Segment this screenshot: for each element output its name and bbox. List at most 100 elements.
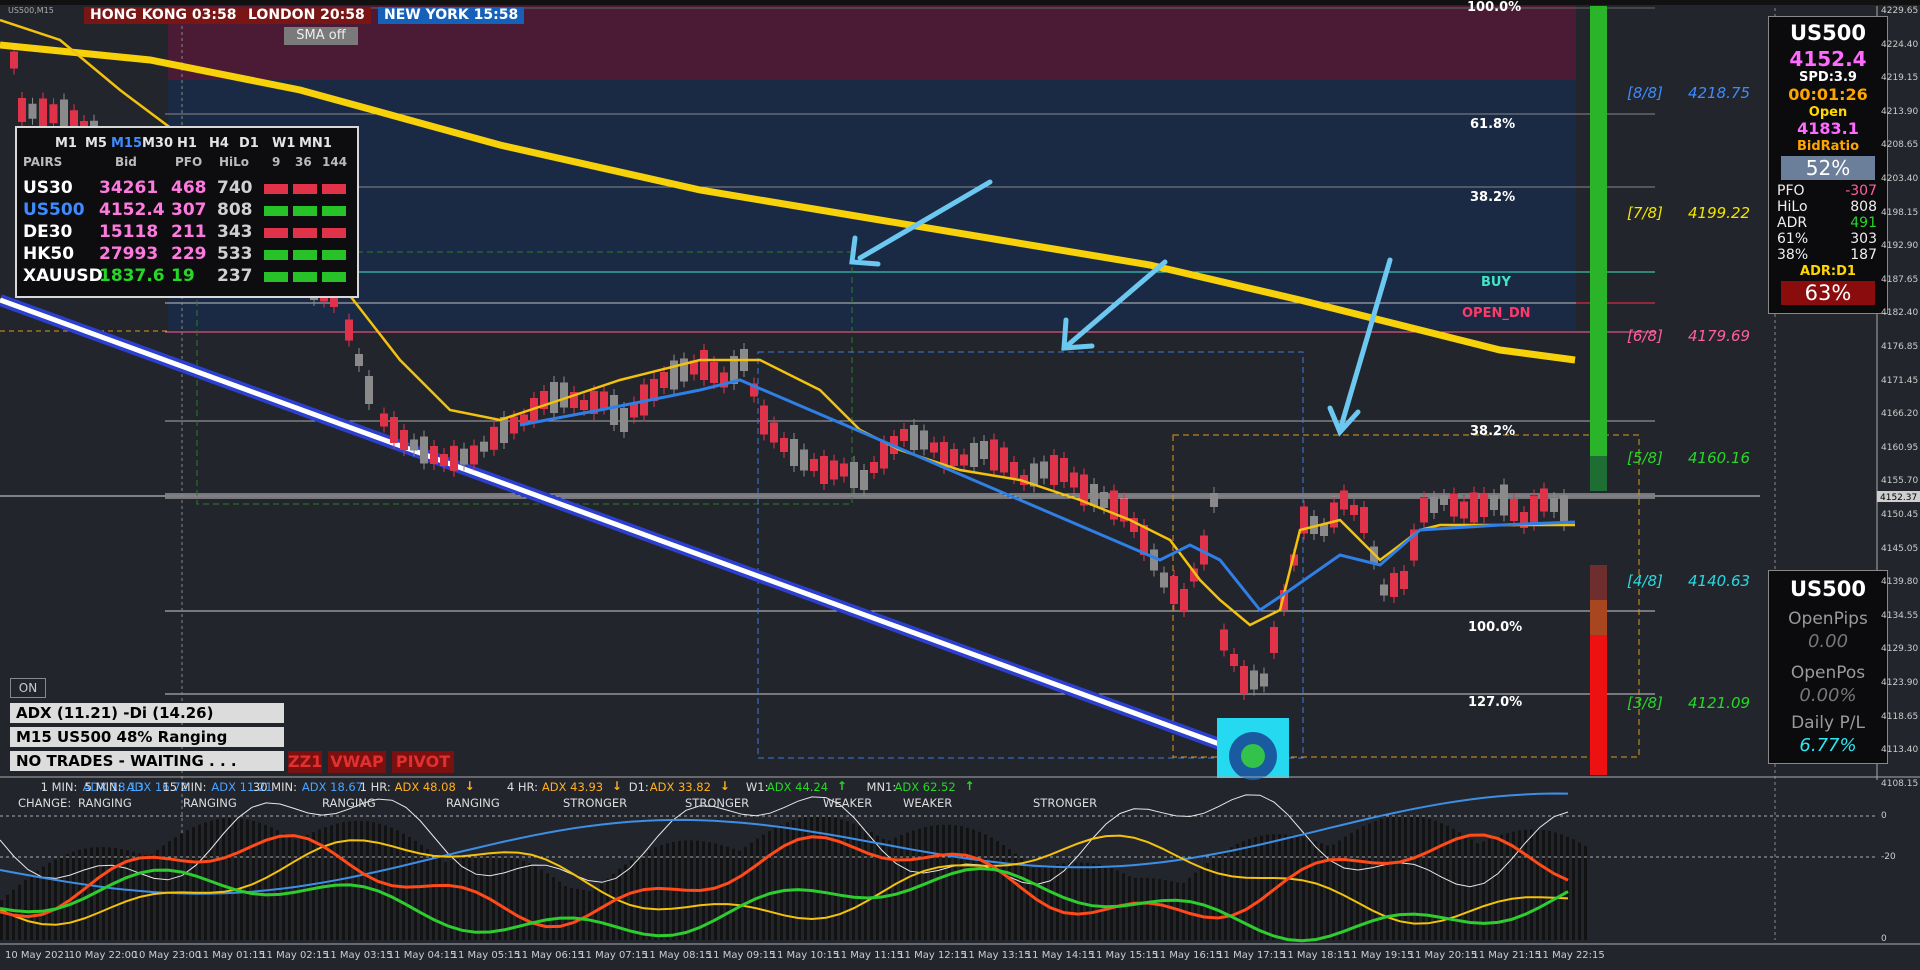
candle-body bbox=[970, 443, 978, 467]
open-pips-value: 0.00 bbox=[1807, 631, 1849, 652]
fib-label-382-bottom: 38.2% bbox=[1470, 424, 1516, 439]
adx-hist-bar bbox=[438, 858, 441, 940]
adx-hist-bar bbox=[216, 819, 219, 940]
adx-hist-bar bbox=[870, 832, 873, 940]
vwap-button[interactable]: VWAP bbox=[328, 751, 386, 773]
adx-hist-bar bbox=[1548, 830, 1551, 940]
candle-body bbox=[990, 439, 998, 471]
adx-hist-bar bbox=[1410, 815, 1413, 940]
pairs-panel: M1 M5 M15 M30 H1 H4 D1 W1 MN1 PAIRS Bid … bbox=[15, 126, 359, 298]
adx-hist-bar bbox=[480, 854, 483, 940]
trend-bar-red bbox=[264, 228, 288, 238]
adx-state: RANGING bbox=[446, 796, 500, 810]
pair-bid: 4152.4 bbox=[99, 200, 165, 220]
info-spread: SPD:3.9 bbox=[1799, 70, 1857, 85]
adx-green-line bbox=[0, 866, 1569, 943]
time-tick: 11 May 01:15 bbox=[196, 950, 265, 961]
price-tick: 4155.70 bbox=[1881, 476, 1919, 487]
hdr-9: 9 bbox=[272, 155, 281, 169]
adx-hist-bar bbox=[978, 831, 981, 940]
fib-label-618-top: 61.8% bbox=[1470, 117, 1516, 132]
tf-m1[interactable]: M1 bbox=[55, 136, 77, 151]
zz1-button[interactable]: ZZ1 bbox=[288, 751, 323, 773]
pair-row-de30[interactable]: DE30 15118 211 343 bbox=[17, 222, 357, 244]
arrow-3-head bbox=[1327, 405, 1361, 437]
pair-row-hk50[interactable]: HK50 27993 229 533 bbox=[17, 244, 357, 266]
pair-row-us30[interactable]: US30 34261 468 740 bbox=[17, 178, 357, 200]
tf-d1[interactable]: D1 bbox=[239, 136, 259, 151]
adx-state: RANGING bbox=[322, 796, 376, 810]
candle-body bbox=[1250, 670, 1258, 690]
tf-mn1[interactable]: MN1 bbox=[299, 136, 332, 151]
adx-hist-bar bbox=[954, 825, 957, 940]
candle-body bbox=[810, 459, 818, 471]
tf-m5[interactable]: M5 bbox=[85, 136, 107, 151]
candle-body bbox=[620, 408, 628, 432]
adx-hist-bar bbox=[294, 839, 297, 940]
adx-hist-bar bbox=[276, 830, 279, 940]
adx-hist-bar bbox=[900, 835, 903, 940]
tf-m30[interactable]: M30 bbox=[142, 136, 174, 151]
candle-body bbox=[10, 51, 18, 69]
candle-body bbox=[630, 402, 638, 418]
pair-row-xauusd[interactable]: XAUUSD 1837.6 19 237 bbox=[17, 266, 357, 288]
adx-hist-bar bbox=[1224, 850, 1227, 940]
info-stat-row: ADR 491 bbox=[1777, 215, 1877, 231]
candle-body bbox=[920, 430, 928, 450]
adx-hist-bar bbox=[942, 824, 945, 940]
adx-hist-bar bbox=[1302, 837, 1305, 940]
adx-hist-bar bbox=[1530, 829, 1533, 940]
adx-hist-bar bbox=[780, 824, 783, 940]
tf-h1[interactable]: H1 bbox=[177, 136, 197, 151]
time-tick: 11 May 17:15 bbox=[1217, 950, 1286, 961]
info-stat-value: -307 bbox=[1845, 183, 1877, 199]
tf-m15[interactable]: M15 bbox=[111, 136, 143, 151]
on-toggle-button[interactable]: ON bbox=[10, 678, 46, 698]
info-adr-label: ADR:D1 bbox=[1800, 264, 1856, 279]
pair-hilo: 237 bbox=[217, 266, 253, 286]
fib-label-127: 127.0% bbox=[1468, 695, 1523, 710]
tf-w1[interactable]: W1 bbox=[272, 136, 296, 151]
change-label: CHANGE: bbox=[18, 796, 72, 810]
tf-h4[interactable]: H4 bbox=[209, 136, 229, 151]
adx-hist-bar bbox=[1032, 867, 1035, 940]
price-tick: 4208.65 bbox=[1881, 140, 1919, 151]
adx-hist-bar bbox=[300, 837, 303, 940]
adx-hist-bar bbox=[1386, 817, 1389, 940]
sma-toggle-button[interactable]: SMA off bbox=[284, 27, 358, 45]
trend-bar-green bbox=[293, 250, 317, 260]
adx-hist-bar bbox=[198, 824, 201, 940]
adx-state: WEAKER bbox=[903, 796, 953, 810]
candle-body bbox=[1000, 447, 1008, 473]
price-tick: 4187.65 bbox=[1881, 274, 1919, 285]
strength-bar-orange bbox=[1590, 600, 1607, 635]
candle-body bbox=[1420, 497, 1428, 523]
adx-hist-bar bbox=[936, 825, 939, 940]
current-price-tag: 4152.37 bbox=[1880, 493, 1917, 503]
adx-hist-bar bbox=[1128, 876, 1131, 940]
candle-body bbox=[39, 98, 47, 127]
info-stat-value: 808 bbox=[1850, 199, 1877, 215]
adx-hist-bar bbox=[180, 833, 183, 940]
candle-body bbox=[510, 416, 518, 434]
candle-body bbox=[1560, 495, 1568, 525]
adx-hist-bar bbox=[1356, 829, 1359, 940]
pair-row-us500[interactable]: US500 4152.4 307 808 bbox=[17, 200, 357, 222]
pivot-button[interactable]: PIVOT bbox=[392, 751, 454, 773]
adx-hist-bar bbox=[450, 860, 453, 940]
candle-body bbox=[880, 441, 888, 469]
pair-bid: 15118 bbox=[99, 222, 159, 242]
pair-hilo: 740 bbox=[217, 178, 253, 198]
price-tick: 4145.05 bbox=[1881, 543, 1919, 554]
hdr-pfo: PFO bbox=[175, 155, 203, 169]
price-tick: 4139.80 bbox=[1881, 577, 1919, 588]
adx-hist-bar bbox=[1308, 839, 1311, 940]
adx-state: STRONGER bbox=[1033, 796, 1098, 810]
adx-hist-bar bbox=[474, 855, 477, 940]
time-tick: 11 May 11:15 bbox=[834, 950, 903, 961]
adx-hist-bar bbox=[606, 878, 609, 940]
candle-body bbox=[410, 439, 418, 451]
adx-tf-label: 30 MIN: bbox=[252, 780, 297, 794]
